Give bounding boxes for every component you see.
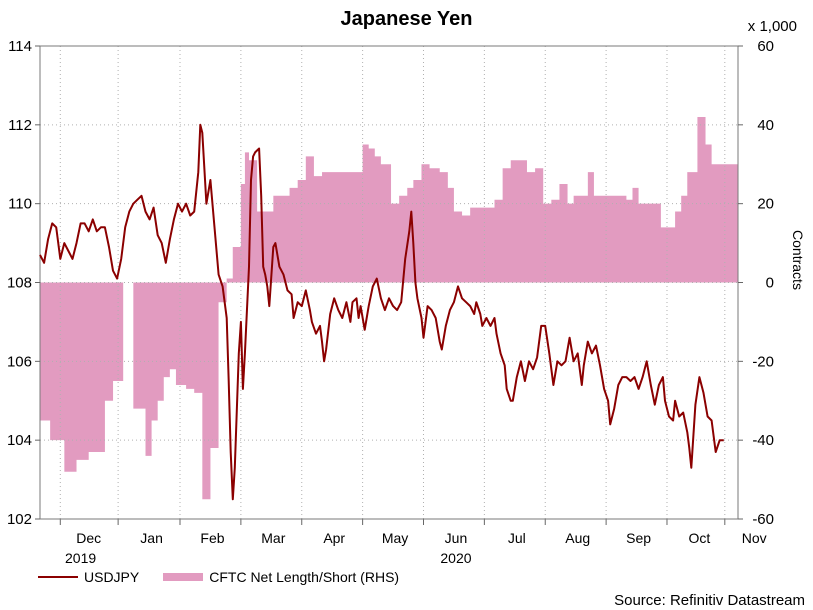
right-y-tick-label: -60: [752, 511, 774, 528]
legend-cftc-swatch: [163, 573, 204, 581]
x-month-label: Oct: [689, 530, 711, 546]
x-month-label: Jul: [508, 530, 526, 546]
x-year-label: 2019: [65, 550, 96, 566]
chart-title: Japanese Yen: [340, 8, 473, 30]
right-y-tick-label: 60: [757, 38, 774, 55]
x-month-label: Aug: [565, 530, 590, 546]
right-y-tick-label: 0: [766, 275, 774, 292]
right-y-tick-label: 40: [757, 117, 774, 134]
right-axis-label: Contracts: [790, 230, 806, 290]
left-y-tick-label: 104: [7, 432, 32, 449]
right-y-tick-label: -20: [752, 353, 774, 370]
x-month-label: Dec: [76, 530, 101, 546]
legend-usdjpy-swatch: [38, 576, 78, 578]
left-y-tick-label: 108: [7, 275, 32, 292]
scale-note: x 1,000: [747, 18, 797, 35]
left-y-tick-label: 114: [8, 38, 32, 55]
x-month-label: Nov: [742, 530, 767, 546]
source-note: Source: Refinitiv Datastream: [614, 592, 805, 609]
x-month-label: Feb: [200, 530, 224, 546]
x-month-label: Apr: [323, 530, 345, 546]
right-y-tick-label: -40: [752, 432, 774, 449]
x-month-label: Jun: [445, 530, 468, 546]
legend: USDJPY CFTC Net Length/Short (RHS): [38, 569, 399, 585]
x-month-label: Sep: [626, 530, 651, 546]
x-month-label: Mar: [261, 530, 285, 546]
left-y-tick-label: 106: [7, 353, 32, 370]
usdjpy-line-series: [39, 123, 724, 501]
x-month-label: Jan: [140, 530, 163, 546]
left-y-tick-label: 112: [8, 117, 32, 134]
x-month-label: May: [382, 530, 408, 546]
left-y-tick-label: 102: [7, 511, 32, 528]
right-y-tick-label: 20: [757, 196, 774, 213]
left-y-tick-label: 110: [8, 196, 32, 213]
legend-cftc-label: CFTC Net Length/Short (RHS): [209, 569, 400, 585]
legend-usdjpy-label: USDJPY: [84, 569, 140, 585]
x-year-label: 2020: [440, 550, 471, 566]
cftc-area-series: [40, 116, 738, 500]
